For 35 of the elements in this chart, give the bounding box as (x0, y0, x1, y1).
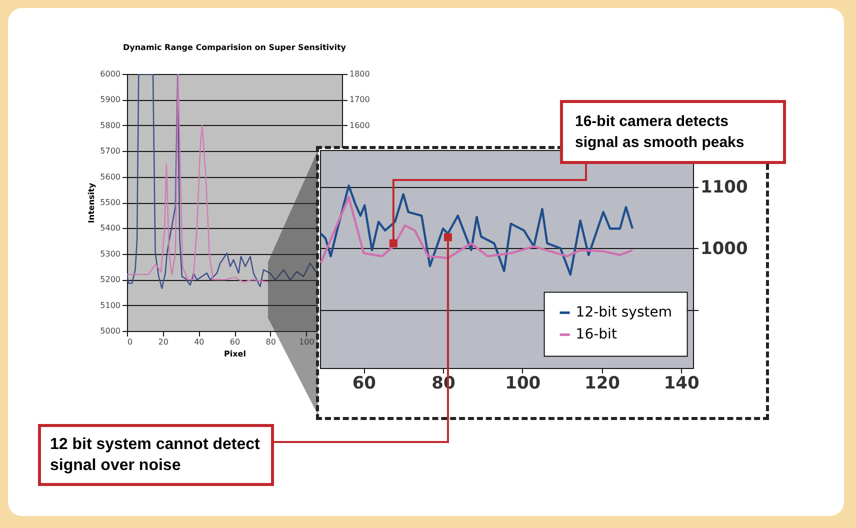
y-tick-label: 5500 (100, 198, 120, 207)
y2-tick-label: 1800 (350, 70, 370, 78)
line-series (127, 74, 271, 283)
y-tick-label: 5400 (100, 224, 120, 233)
x-tick-label: 120 (584, 374, 620, 394)
annotation: 12 bit system cannot detect signal over noise (50, 435, 261, 476)
y-tick-label: 6000 (100, 70, 120, 78)
y2-tick-label: 1700 (350, 95, 370, 104)
x-tick-label: 0 (128, 338, 133, 346)
x-tick-label: 60 (230, 338, 240, 346)
y-tick-label: 5300 (100, 249, 120, 258)
x-tick-label: 100 (505, 374, 541, 394)
y-tick-label: 5000 (100, 326, 120, 336)
x-tick-label: 40 (194, 338, 204, 346)
x-tick-label: 80 (266, 338, 276, 346)
legend-label: 12-bit system (576, 304, 672, 321)
y-tick-label: 5200 (100, 275, 120, 284)
y-tick-label: 5900 (100, 95, 120, 104)
y-tick-label: 5600 (100, 172, 120, 182)
x-tick-label: 100 (299, 338, 314, 346)
y-tick-label: 5700 (100, 146, 120, 156)
line-series (127, 74, 318, 289)
x-tick-label: 20 (158, 338, 168, 346)
y-tick-label: 1100 (700, 177, 748, 198)
y-tick-label: 1000 (700, 238, 748, 259)
y-tick-label: 5100 (100, 300, 120, 310)
x-tick-label: 140 (664, 374, 700, 394)
y-tick-label: 5800 (100, 120, 120, 130)
y2-tick-label: 1600 (350, 120, 370, 130)
y-axis-title: Intensity (87, 182, 96, 224)
legend-label: 16-bit (576, 326, 618, 343)
x-axis-title: Pixel (224, 350, 246, 358)
x-tick-label: 60 (352, 374, 376, 394)
annotation: 16-bit camera detects signal as smooth peaks (575, 112, 746, 153)
chart-title: Dynamic Range Comparision on Super Sensitivity (122, 43, 347, 52)
